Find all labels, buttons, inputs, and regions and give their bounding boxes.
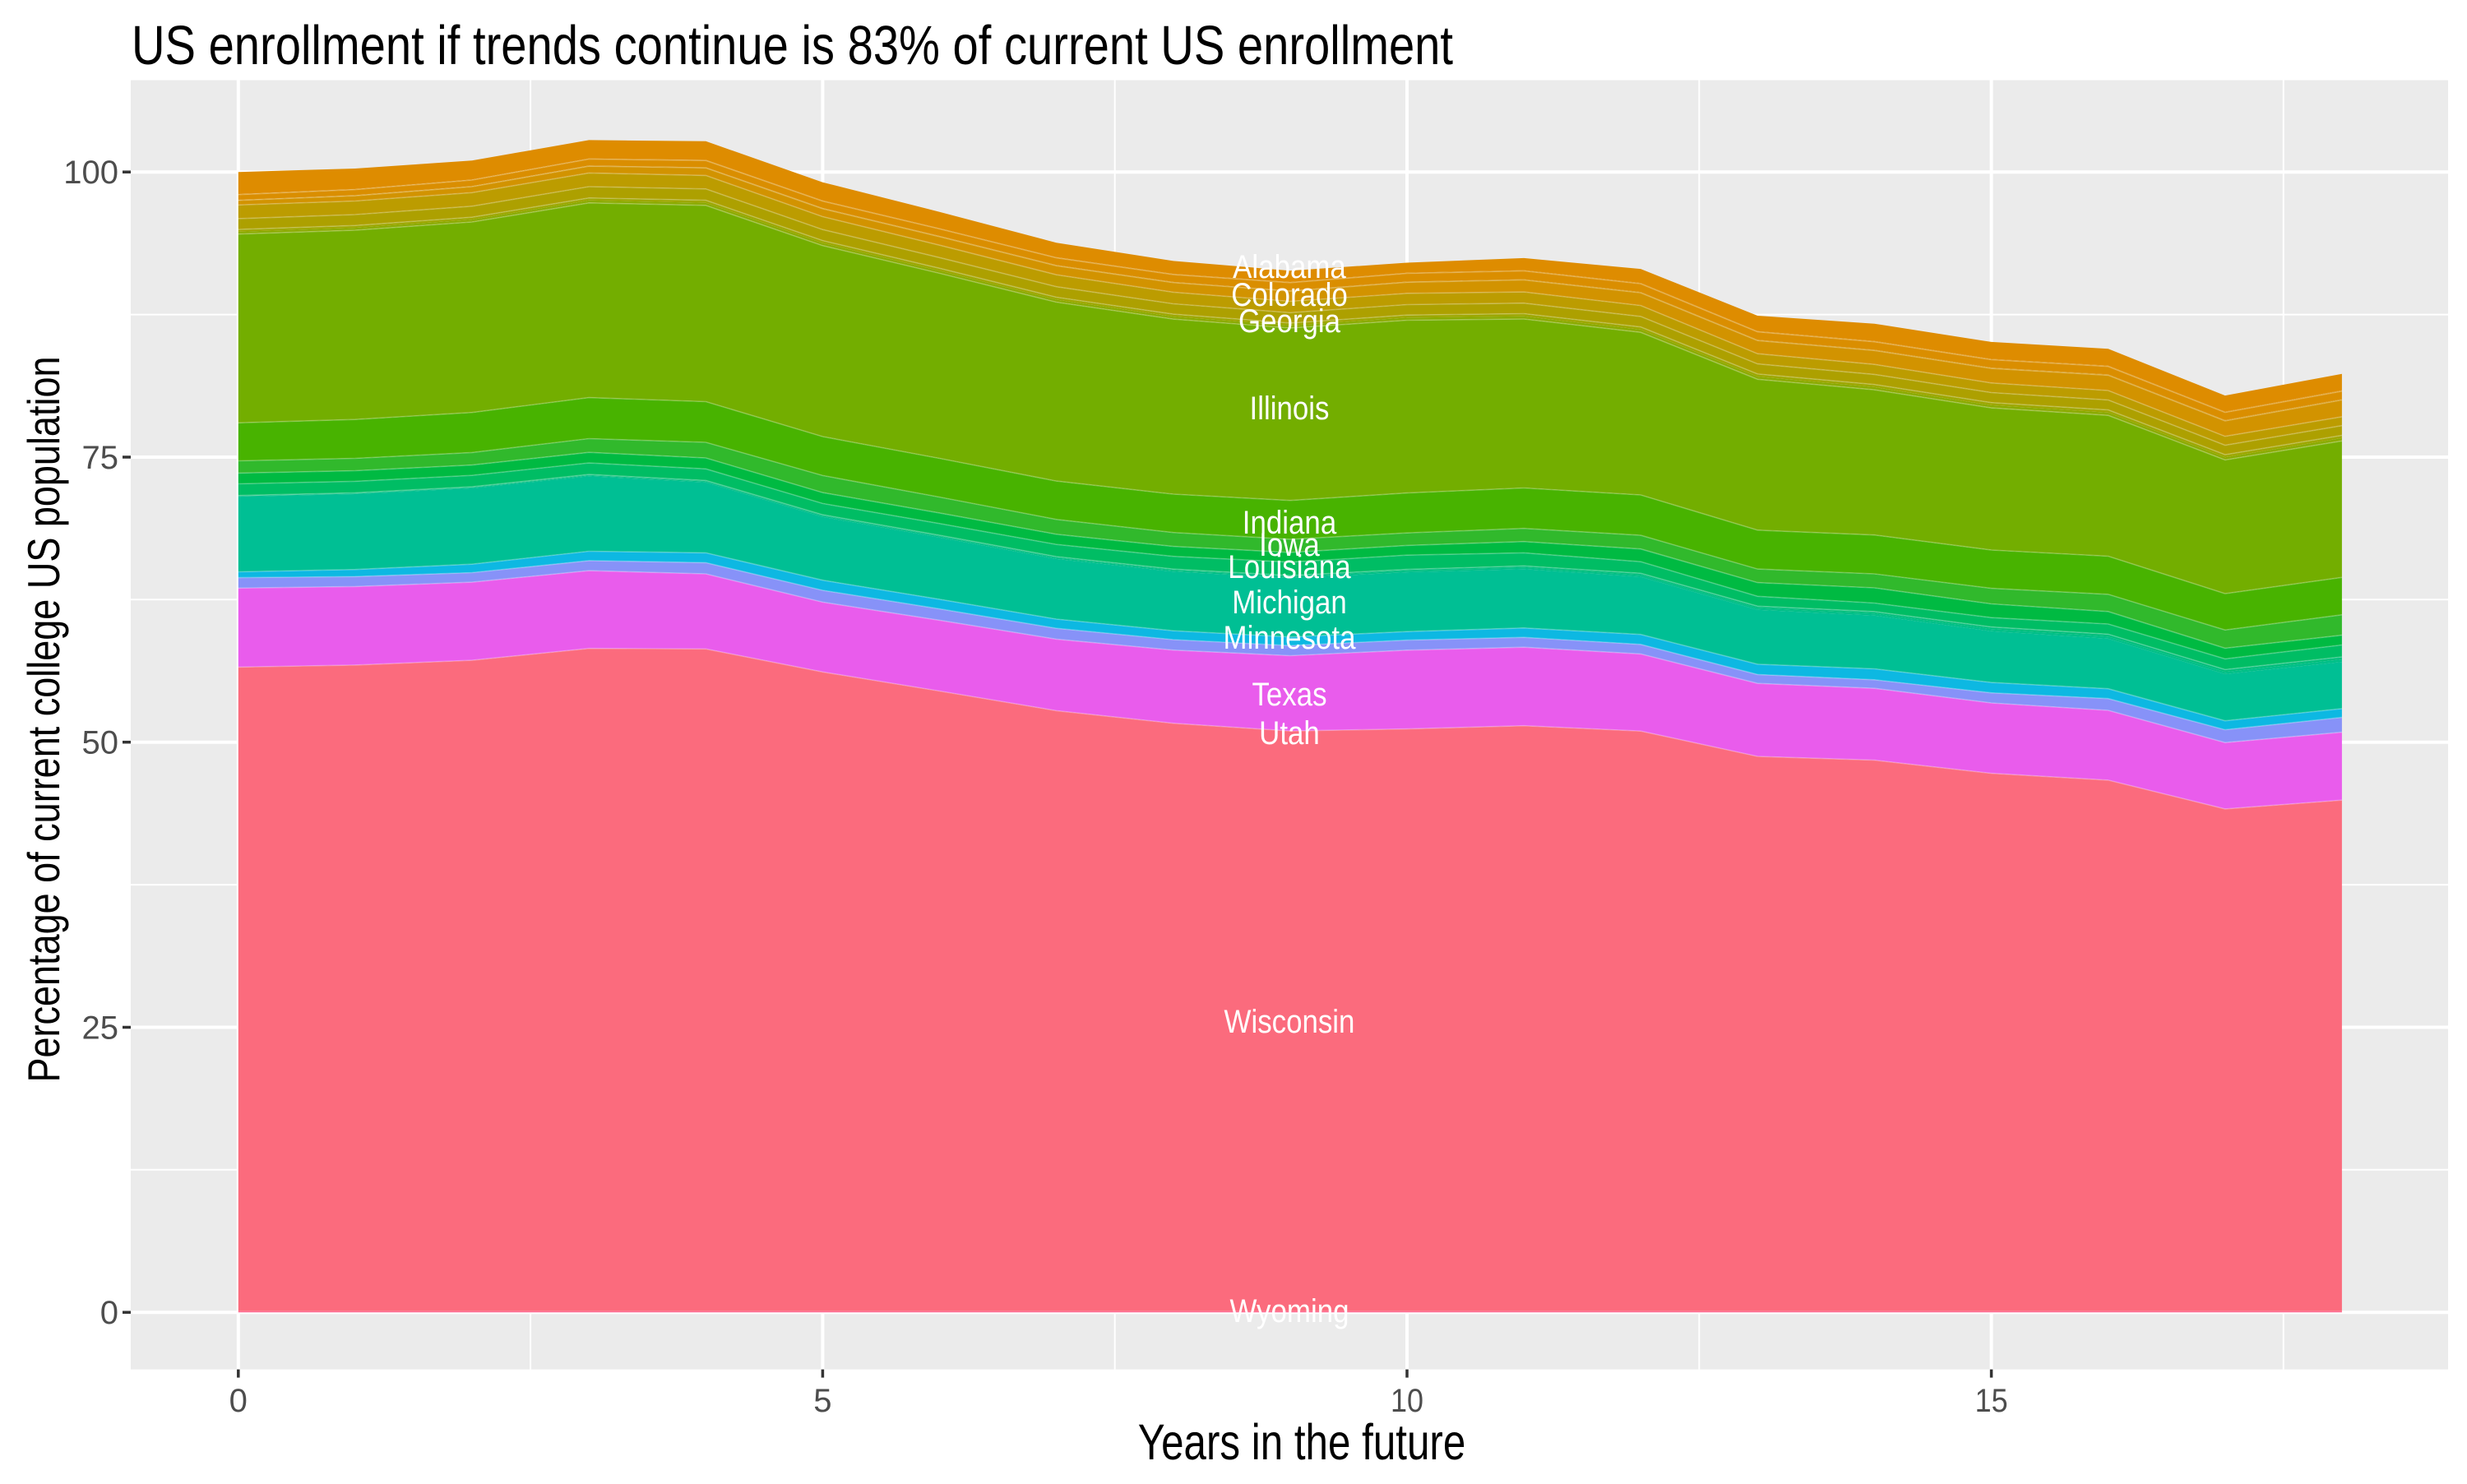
svg-text:Minnesota: Minnesota bbox=[1224, 620, 1357, 656]
svg-text:75: 75 bbox=[82, 440, 119, 476]
svg-text:Illinois: Illinois bbox=[1250, 391, 1330, 427]
svg-text:Percentage of current college: Percentage of current college US populat… bbox=[18, 357, 69, 1083]
svg-text:50: 50 bbox=[82, 725, 119, 761]
svg-text:100: 100 bbox=[63, 155, 118, 191]
svg-text:Georgia: Georgia bbox=[1238, 303, 1341, 340]
svg-text:10: 10 bbox=[1391, 1383, 1423, 1419]
svg-text:Wyoming: Wyoming bbox=[1229, 1293, 1349, 1329]
svg-text:5: 5 bbox=[813, 1383, 831, 1419]
svg-text:25: 25 bbox=[82, 1010, 119, 1047]
svg-text:Texas: Texas bbox=[1252, 677, 1326, 713]
svg-text:Alabama: Alabama bbox=[1233, 249, 1346, 285]
svg-text:Years in the future: Years in the future bbox=[1138, 1414, 1466, 1470]
svg-text:Utah: Utah bbox=[1259, 715, 1320, 751]
svg-text:15: 15 bbox=[1975, 1383, 2008, 1419]
svg-text:Colorado: Colorado bbox=[1231, 277, 1348, 313]
svg-text:Louisiana: Louisiana bbox=[1228, 549, 1351, 585]
svg-text:US enrollment if trends contin: US enrollment if trends continue is 83% … bbox=[132, 15, 1453, 76]
svg-text:0: 0 bbox=[229, 1383, 248, 1419]
svg-text:0: 0 bbox=[100, 1295, 118, 1331]
svg-text:Iowa: Iowa bbox=[1259, 527, 1320, 563]
svg-text:Indiana: Indiana bbox=[1243, 505, 1337, 541]
svg-text:Michigan: Michigan bbox=[1232, 585, 1347, 621]
svg-text:Wisconsin: Wisconsin bbox=[1224, 1004, 1355, 1040]
